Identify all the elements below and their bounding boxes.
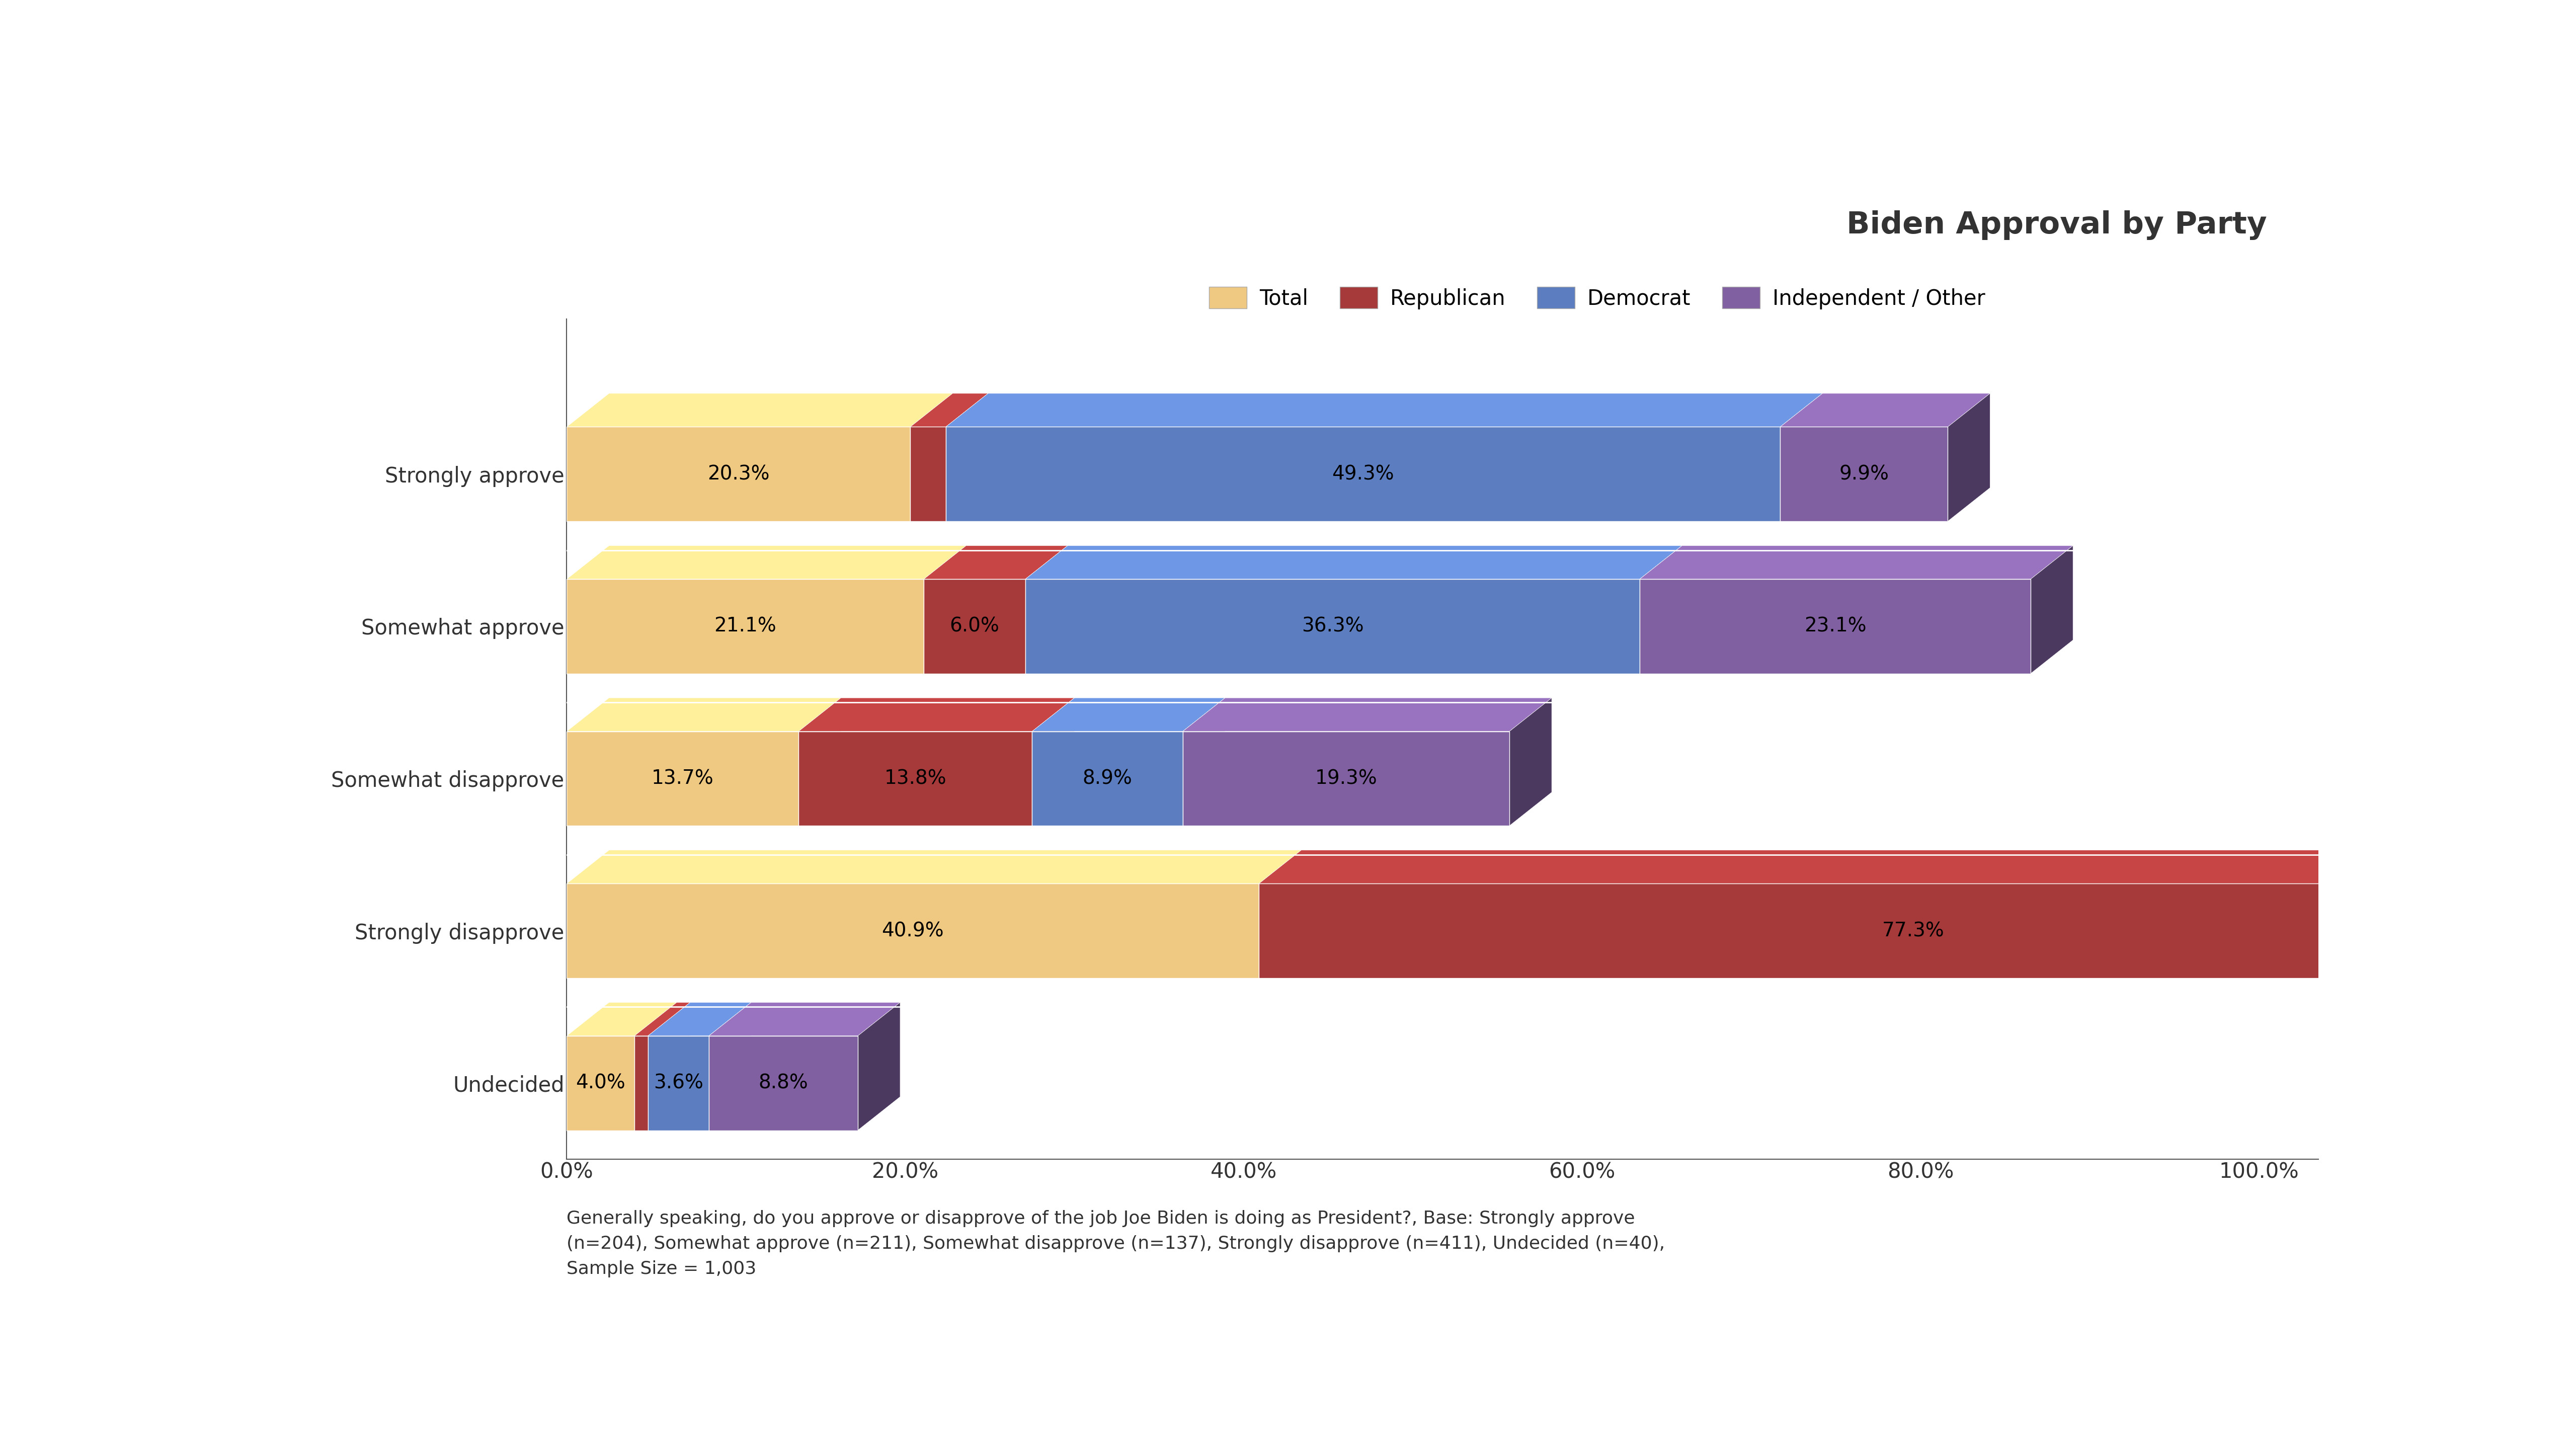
Polygon shape [567,1003,677,1036]
Text: 36.3%: 36.3% [1301,617,1363,636]
Polygon shape [858,1003,899,1130]
Polygon shape [567,393,953,427]
Polygon shape [945,393,989,522]
Bar [567,580,925,674]
Text: Generally speaking, do you approve or disapprove of the job Joe Biden is doing a: Generally speaking, do you approve or di… [567,1210,1664,1278]
Bar [1260,884,2568,978]
Polygon shape [909,393,989,427]
Polygon shape [708,1003,899,1036]
Bar [1641,580,2030,674]
Polygon shape [567,698,840,732]
Text: 6.0%: 6.0% [951,617,999,636]
Text: 21.1%: 21.1% [714,617,775,636]
Text: 23.1%: 23.1% [1803,617,1865,636]
Bar [925,580,1025,674]
Polygon shape [634,1003,677,1130]
Text: 20.3%: 20.3% [708,465,770,484]
Polygon shape [1510,698,1551,826]
Polygon shape [925,546,966,674]
Legend: Total, Republican, Democrat, Independent / Other: Total, Republican, Democrat, Independent… [1200,278,1994,317]
Polygon shape [1033,698,1074,826]
Text: 8.8%: 8.8% [757,1074,809,1093]
Bar [1033,732,1182,826]
Polygon shape [1641,546,2074,580]
Polygon shape [2030,546,2074,674]
Bar [1780,427,1947,522]
Text: 13.8%: 13.8% [884,769,945,788]
Bar [945,427,1780,522]
Bar [634,1036,649,1130]
Polygon shape [649,1003,690,1130]
Polygon shape [799,698,840,826]
Polygon shape [945,393,1821,427]
Bar [567,427,909,522]
Bar [2568,884,2576,978]
Text: Biden Approval by Party: Biden Approval by Party [1847,210,2267,239]
Text: 19.3%: 19.3% [1314,769,1378,788]
Polygon shape [1780,393,1821,522]
Bar [1182,732,1510,826]
Polygon shape [1780,393,1991,427]
Bar [567,732,799,826]
Bar [708,1036,858,1130]
Polygon shape [1025,546,1066,674]
Text: 40.9%: 40.9% [881,922,943,940]
Polygon shape [1260,851,2576,884]
Polygon shape [1641,546,1682,674]
Polygon shape [708,1003,752,1130]
Text: 4.0%: 4.0% [574,1074,626,1093]
Polygon shape [649,1003,752,1036]
Bar [567,1036,634,1130]
Text: 77.3%: 77.3% [1883,922,1945,940]
Bar [649,1036,708,1130]
Polygon shape [2568,851,2576,978]
Polygon shape [634,1003,690,1036]
Polygon shape [1182,698,1551,732]
Polygon shape [2568,851,2576,884]
Polygon shape [1025,546,1682,580]
Polygon shape [1033,698,1226,732]
Polygon shape [1260,851,1301,978]
Text: 13.7%: 13.7% [652,769,714,788]
Text: 9.9%: 9.9% [1839,465,1888,484]
Text: 49.3%: 49.3% [1332,465,1394,484]
Polygon shape [1947,393,1991,522]
Text: 8.9%: 8.9% [1082,769,1133,788]
Polygon shape [567,546,966,580]
Bar [799,732,1033,826]
Polygon shape [909,393,953,522]
Polygon shape [925,546,1066,580]
Polygon shape [799,698,1074,732]
Polygon shape [1182,698,1226,826]
Polygon shape [567,851,1301,884]
Bar [567,884,1260,978]
Bar [1025,580,1641,674]
Text: 3.6%: 3.6% [654,1074,703,1093]
Bar [909,427,945,522]
